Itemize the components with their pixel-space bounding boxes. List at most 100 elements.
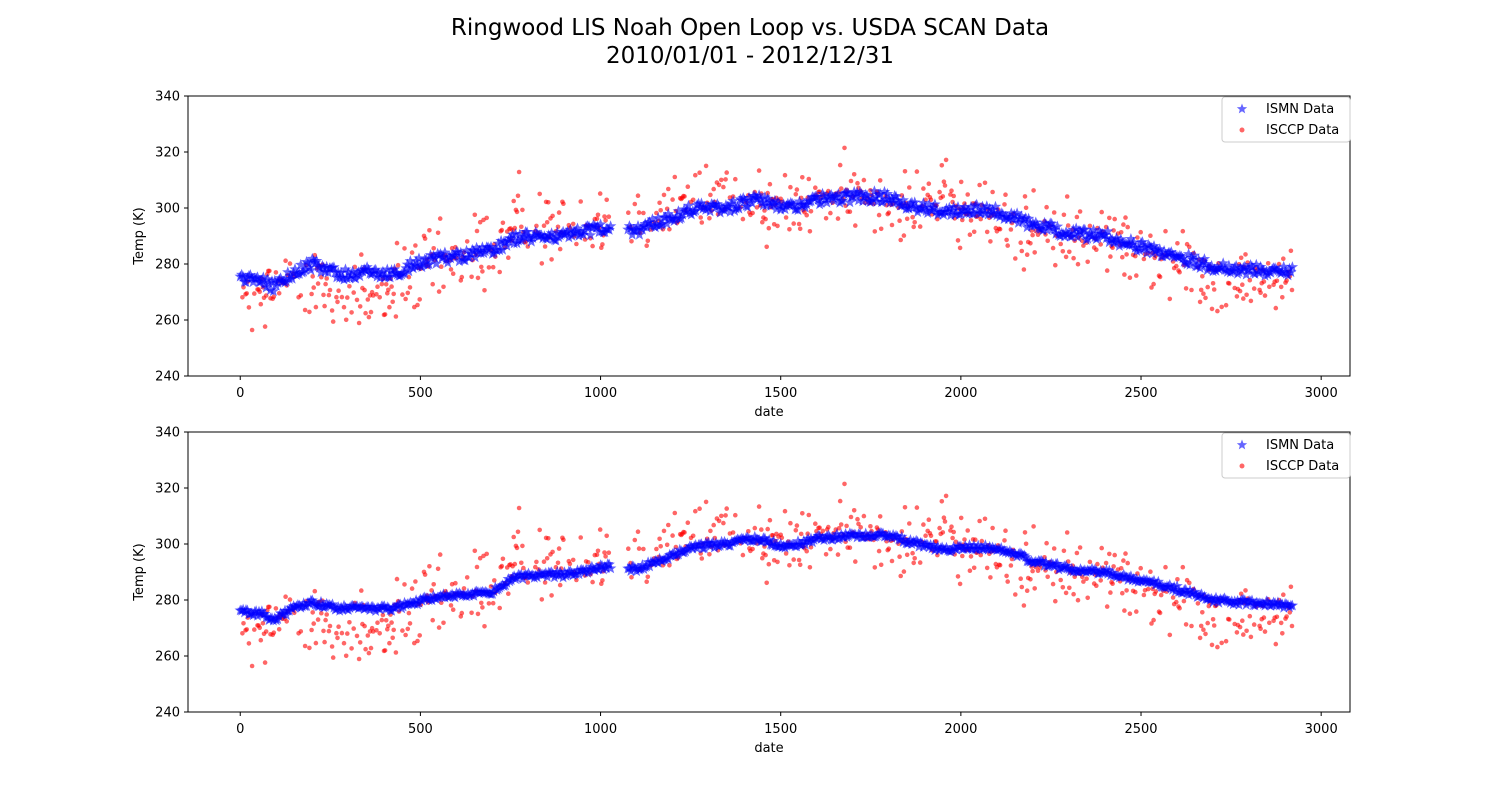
isccp-point — [474, 564, 480, 570]
ismn-point — [1066, 230, 1078, 242]
isccp-point — [394, 576, 400, 582]
isccp-point — [1200, 274, 1205, 279]
x-tick-label: 0 — [236, 386, 244, 401]
isccp-point — [807, 229, 813, 234]
isccp-point — [497, 605, 503, 611]
isccp-point — [541, 559, 547, 564]
isccp-point — [1223, 302, 1229, 308]
isccp-point — [666, 522, 671, 528]
isccp-point — [379, 617, 385, 623]
isccp-point — [1067, 585, 1072, 591]
isccp-point — [690, 197, 696, 203]
isccp-point — [1124, 588, 1129, 593]
isccp-point — [1183, 286, 1189, 291]
ismn-point — [646, 213, 659, 225]
isccp-point — [958, 515, 964, 521]
y-tick-label: 260 — [155, 650, 180, 665]
isccp-point — [794, 187, 800, 192]
isccp-point — [1211, 623, 1217, 628]
isccp-point — [386, 623, 391, 629]
isccp-point — [1071, 255, 1076, 261]
isccp-point — [403, 296, 408, 302]
isccp-point — [740, 216, 746, 222]
isccp-point — [1187, 580, 1192, 586]
ismn-point — [762, 192, 774, 204]
isccp-point — [636, 210, 642, 215]
isccp-point — [492, 578, 497, 583]
ismn-point — [564, 565, 576, 577]
ismn-point — [800, 198, 813, 210]
isccp-point — [1118, 230, 1124, 235]
ismn-point — [1040, 556, 1052, 568]
isccp-point — [427, 564, 432, 569]
ismn-point — [943, 201, 955, 213]
isccp-point — [550, 213, 555, 219]
isccp-point — [1219, 640, 1224, 646]
isccp-point — [1210, 617, 1216, 622]
ismn-point — [580, 563, 592, 575]
isccp-point — [1234, 294, 1240, 299]
ismn-point — [1079, 223, 1091, 235]
isccp-point — [310, 610, 316, 615]
isccp-point — [326, 292, 332, 298]
ismn-point — [485, 240, 497, 252]
isccp-point — [1077, 545, 1083, 550]
ismn-point — [749, 530, 761, 542]
isccp-point — [911, 560, 916, 566]
isccp-point — [472, 212, 478, 218]
isccp-point — [391, 627, 397, 633]
ismn-point — [1113, 240, 1126, 251]
isccp-point — [450, 271, 456, 277]
isccp-point — [1151, 281, 1156, 287]
ismn-point — [877, 527, 889, 539]
isccp-point — [1200, 610, 1205, 615]
isccp-point — [310, 274, 316, 279]
isccp-point — [1241, 296, 1246, 301]
isccp-point — [345, 631, 350, 636]
isccp-point — [858, 525, 863, 530]
isccp-point — [697, 506, 702, 512]
isccp-point — [386, 287, 391, 293]
isccp-point — [928, 533, 934, 539]
ismn-point — [1165, 582, 1177, 594]
ismn-point — [1182, 248, 1195, 259]
isccp-point — [708, 192, 713, 198]
ismn-point — [982, 208, 994, 220]
isccp-point — [807, 565, 813, 570]
isccp-point — [567, 561, 573, 567]
isccp-point — [377, 631, 383, 636]
isccp-point — [287, 261, 293, 266]
isccp-point — [578, 535, 583, 540]
ismn-point — [1133, 244, 1146, 256]
isccp-point — [791, 221, 796, 226]
isccp-point — [682, 530, 687, 535]
isccp-point — [1008, 227, 1014, 232]
ismn-point — [1285, 266, 1297, 278]
ismn-point — [336, 604, 349, 615]
ismn-point — [708, 541, 721, 553]
isccp-point — [941, 515, 947, 520]
isccp-point — [341, 640, 347, 646]
isccp-point — [1061, 212, 1067, 218]
isccp-point — [644, 243, 649, 248]
ismn-point — [682, 199, 695, 211]
isccp-point — [670, 533, 675, 538]
isccp-point — [939, 499, 945, 504]
isccp-point — [603, 218, 608, 223]
ismn-point — [1012, 216, 1025, 228]
isccp-point — [393, 314, 399, 319]
isccp-point — [542, 244, 548, 249]
ismn-point — [508, 570, 520, 581]
isccp-point — [1067, 249, 1072, 255]
isccp-point — [1201, 291, 1206, 297]
ismn-point — [521, 226, 533, 237]
isccp-point — [1044, 540, 1049, 546]
isccp-point — [982, 180, 988, 186]
ismn-point — [394, 598, 406, 610]
ismn-point — [652, 557, 664, 568]
ismn-point — [594, 218, 607, 230]
isccp-point — [808, 209, 814, 214]
ismn-point — [326, 598, 339, 610]
isccp-point — [921, 186, 926, 191]
